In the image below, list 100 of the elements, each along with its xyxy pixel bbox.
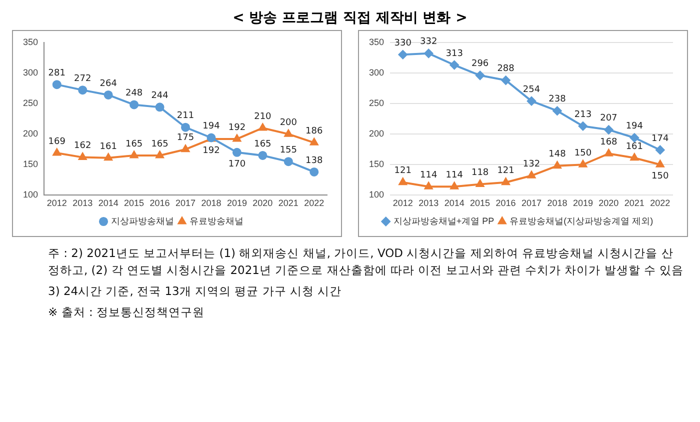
data-label: 175 bbox=[176, 133, 194, 144]
point bbox=[552, 106, 562, 116]
point bbox=[130, 100, 139, 110]
point bbox=[578, 160, 587, 168]
x-tick-label: 2014 bbox=[444, 198, 464, 208]
point bbox=[130, 150, 138, 158]
point bbox=[502, 178, 510, 186]
data-label: 138 bbox=[306, 156, 323, 166]
data-label: 281 bbox=[48, 68, 66, 78]
text: 주 : 2) 2021년도 보고서부터는 (1) 해외재송신 채널, 가이드, VOD 시청시간을 제외하여 유료방송채널 시청시간을 산정하고, (2) 각 연도별 시청시간을 2021년 기준으로 재산출함에 따라 이전 보고서와 관련 수치가 차이가 발생할 수 있음 bbox=[47, 245, 684, 279]
legend-label: 유료방송채널 bbox=[190, 216, 244, 226]
data-label: 162 bbox=[74, 141, 92, 152]
x-tick-label: 2012 bbox=[46, 198, 67, 208]
data-label: 192 bbox=[202, 146, 220, 156]
data-label: 121 bbox=[497, 166, 514, 176]
point bbox=[398, 178, 407, 186]
point bbox=[310, 167, 319, 176]
point bbox=[284, 157, 293, 166]
point bbox=[630, 133, 639, 142]
data-label: 121 bbox=[394, 166, 412, 176]
data-label: 254 bbox=[522, 84, 540, 95]
data-label: 161 bbox=[100, 142, 117, 152]
data-label: 194 bbox=[202, 122, 220, 132]
y-tick-label: 350 bbox=[368, 36, 384, 47]
point bbox=[527, 171, 536, 178]
chart-title: < 방송 프로그램 직접 제작비 변화 > bbox=[232, 9, 468, 28]
data-label: 170 bbox=[228, 159, 246, 170]
point bbox=[284, 130, 292, 137]
text: ※ 출처 : 정보통신정책연구원 bbox=[47, 304, 206, 321]
point bbox=[78, 152, 87, 160]
y-tick-label: 350 bbox=[22, 36, 38, 47]
point bbox=[527, 96, 536, 106]
x-tick-label: 2018 bbox=[547, 198, 568, 208]
point bbox=[501, 76, 510, 85]
y-tick-label: 300 bbox=[22, 67, 38, 78]
data-label: 332 bbox=[420, 37, 438, 48]
point bbox=[656, 145, 665, 154]
data-label: 186 bbox=[306, 126, 323, 136]
point bbox=[424, 48, 434, 58]
x-tick-label: 2017 bbox=[175, 198, 196, 208]
x-tick-label: 2016 bbox=[150, 198, 170, 208]
y-tick-label: 250 bbox=[368, 98, 384, 108]
x-tick-label: 2022 bbox=[650, 198, 670, 208]
point bbox=[156, 150, 164, 158]
data-label: 207 bbox=[600, 114, 618, 124]
data-label: 313 bbox=[446, 48, 463, 59]
point bbox=[604, 149, 613, 156]
point bbox=[52, 148, 61, 156]
text: 3) 24시간 기준, 전국 13개 지역의 평균 가구 시청 시간 bbox=[47, 283, 343, 300]
point bbox=[553, 161, 562, 169]
data-label: 114 bbox=[420, 170, 438, 180]
legend-label: 유료방송채널(지상파방송계열 제외) bbox=[510, 216, 654, 226]
y-tick-label: 150 bbox=[368, 159, 384, 170]
y-tick-label: 100 bbox=[368, 190, 384, 200]
data-label: 114 bbox=[446, 170, 464, 180]
data-label: 168 bbox=[600, 137, 618, 148]
y-tick-label: 200 bbox=[368, 128, 384, 139]
point bbox=[398, 50, 408, 60]
x-tick-label: 2013 bbox=[418, 198, 439, 208]
point bbox=[232, 148, 242, 157]
y-tick-label: 200 bbox=[22, 128, 38, 139]
data-label: 211 bbox=[176, 111, 194, 122]
data-label: 169 bbox=[48, 136, 66, 147]
x-tick-label: 2021 bbox=[624, 198, 644, 208]
x-tick-label: 2019 bbox=[572, 198, 593, 208]
point bbox=[578, 122, 588, 131]
x-tick-label: 2021 bbox=[278, 198, 298, 208]
point bbox=[258, 150, 268, 160]
y-tick-label: 250 bbox=[22, 98, 38, 108]
data-label: 174 bbox=[652, 134, 669, 144]
point bbox=[630, 153, 638, 161]
point bbox=[476, 180, 484, 187]
data-label: 148 bbox=[548, 150, 566, 160]
data-label: 155 bbox=[280, 145, 298, 156]
y-tick-label: 150 bbox=[22, 159, 38, 170]
legend-label: 지상파방송채널 bbox=[111, 216, 174, 226]
x-tick-label: 2015 bbox=[470, 198, 490, 208]
data-label: 161 bbox=[626, 142, 644, 152]
point bbox=[310, 138, 318, 146]
data-label: 200 bbox=[280, 118, 298, 128]
data-label: 213 bbox=[574, 110, 592, 120]
x-tick-label: 2020 bbox=[252, 198, 273, 208]
data-label: 194 bbox=[626, 122, 644, 132]
point bbox=[258, 123, 267, 131]
data-label: 118 bbox=[471, 168, 489, 178]
x-tick-label: 2012 bbox=[392, 198, 413, 208]
point bbox=[424, 182, 433, 190]
x-tick-label: 2016 bbox=[496, 198, 516, 208]
x-tick-label: 2013 bbox=[72, 198, 93, 208]
data-label: 244 bbox=[151, 91, 169, 102]
point bbox=[181, 144, 190, 152]
data-label: 248 bbox=[125, 88, 143, 99]
data-label: 330 bbox=[394, 38, 412, 48]
x-tick-label: 2017 bbox=[521, 198, 542, 208]
data-label: 272 bbox=[74, 74, 92, 84]
x-tick-label: 2020 bbox=[598, 198, 619, 208]
point bbox=[181, 122, 190, 132]
data-label: 132 bbox=[522, 159, 540, 170]
x-tick-label: 2022 bbox=[304, 198, 324, 208]
data-label: 264 bbox=[100, 78, 118, 89]
